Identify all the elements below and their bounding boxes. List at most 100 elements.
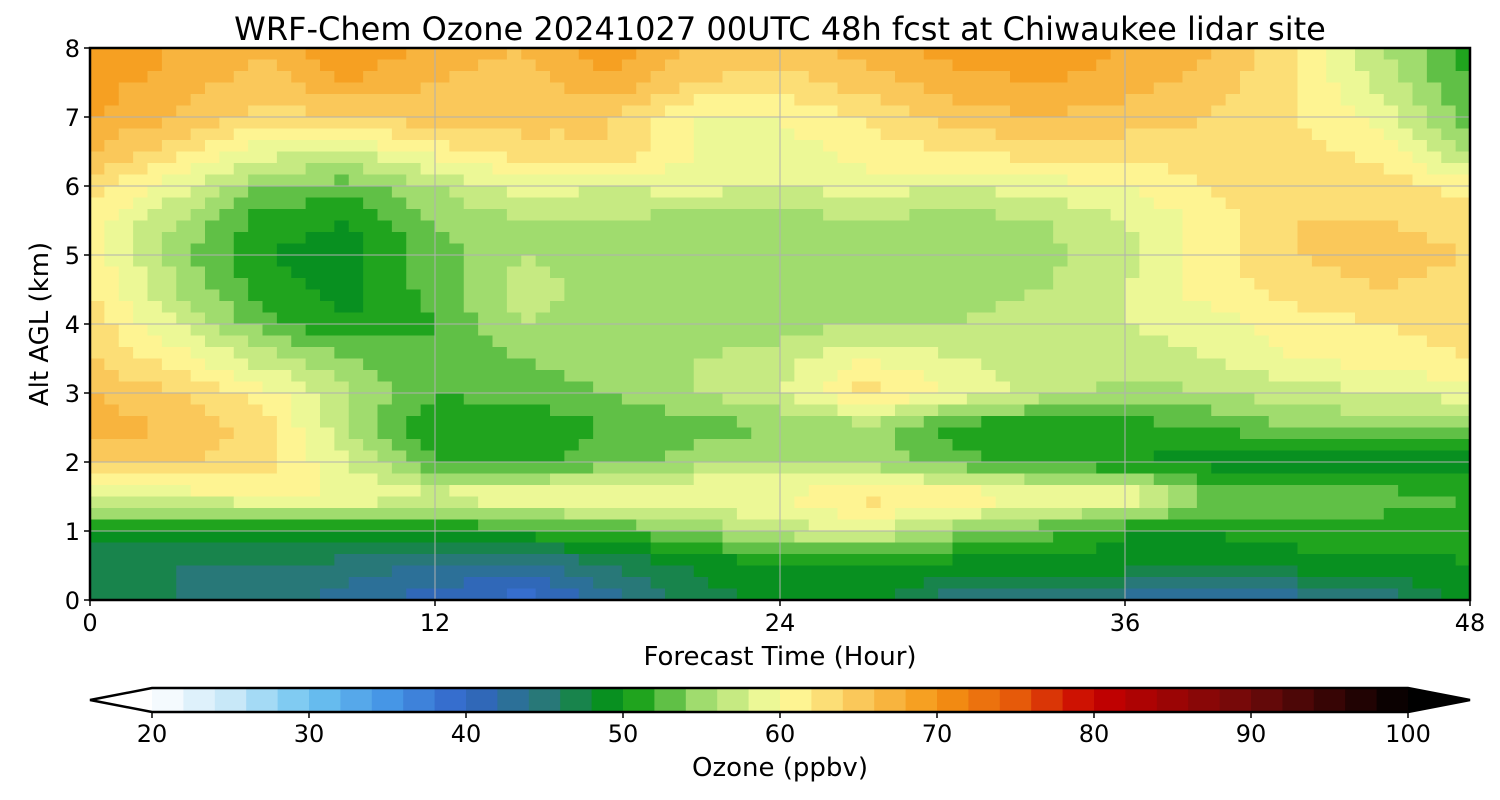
- heatmap-cell: [248, 197, 264, 210]
- heatmap-cell: [880, 71, 896, 84]
- heatmap-cell: [161, 462, 177, 475]
- heatmap-cell: [133, 140, 149, 153]
- heatmap-cell: [679, 427, 695, 440]
- heatmap-cell: [751, 370, 767, 383]
- heatmap-cell: [420, 209, 436, 222]
- heatmap-cell: [650, 289, 666, 302]
- heatmap-cell: [1053, 48, 1069, 61]
- heatmap-cell: [952, 301, 968, 314]
- heatmap-cell: [478, 312, 494, 325]
- heatmap-cell: [909, 71, 925, 84]
- heatmap-cell: [291, 266, 307, 279]
- heatmap-cell: [909, 381, 925, 394]
- heatmap-cell: [291, 450, 307, 463]
- heatmap-cell: [665, 312, 680, 325]
- heatmap-cell: [1110, 565, 1126, 578]
- heatmap-cell: [406, 117, 422, 130]
- heatmap-cell: [895, 117, 910, 130]
- heatmap-cell: [736, 82, 752, 95]
- heatmap-cell: [1311, 71, 1327, 84]
- heatmap-cell: [248, 151, 264, 164]
- heatmap-cell: [1067, 439, 1083, 452]
- heatmap-cell: [751, 531, 767, 544]
- heatmap-cell: [363, 266, 379, 279]
- heatmap-cell: [248, 128, 264, 141]
- heatmap-cell: [1455, 117, 1471, 130]
- heatmap-cell: [966, 542, 982, 555]
- heatmap-cell: [133, 163, 149, 176]
- heatmap-cell: [1283, 508, 1299, 521]
- heatmap-cell: [722, 232, 738, 245]
- heatmap-cell: [449, 48, 465, 61]
- heatmap-cell: [1412, 82, 1428, 95]
- heatmap-cell: [1153, 370, 1169, 383]
- heatmap-cell: [851, 531, 867, 544]
- heatmap-cell: [1096, 531, 1112, 544]
- heatmap-cell: [679, 255, 695, 268]
- heatmap-cell: [219, 71, 235, 84]
- heatmap-cell: [1182, 347, 1198, 360]
- heatmap-cell: [521, 197, 537, 210]
- x-tick-label: 48: [1455, 609, 1486, 637]
- heatmap-cell: [1211, 71, 1227, 84]
- heatmap-cell: [708, 289, 724, 302]
- heatmap-cell: [363, 289, 379, 302]
- heatmap-cell: [1311, 508, 1327, 521]
- heatmap-cell: [636, 140, 652, 153]
- heatmap-cell: [1110, 347, 1126, 360]
- heatmap-cell: [1024, 186, 1040, 199]
- heatmap-cell: [233, 381, 249, 394]
- heatmap-cell: [90, 439, 105, 452]
- heatmap-cell: [535, 531, 551, 544]
- heatmap-cell: [1110, 71, 1126, 84]
- heatmap-cell: [1412, 59, 1428, 72]
- heatmap-cell: [535, 542, 551, 555]
- heatmap-cell: [1110, 473, 1126, 486]
- heatmap-cell: [1455, 565, 1471, 578]
- heatmap-cell: [765, 82, 781, 95]
- heatmap-cell: [823, 301, 839, 314]
- heatmap-cell: [636, 301, 652, 314]
- heatmap-cell: [938, 174, 954, 187]
- heatmap-cell: [478, 324, 494, 337]
- heatmap-cell: [880, 197, 896, 210]
- heatmap-cell: [1240, 439, 1255, 452]
- heatmap-cell: [564, 105, 580, 118]
- heatmap-cell: [650, 508, 666, 521]
- heatmap-cell: [780, 531, 795, 544]
- heatmap-cell: [219, 186, 235, 199]
- heatmap-cell: [1311, 588, 1327, 601]
- heatmap-cell: [1053, 232, 1069, 245]
- heatmap-cell: [1383, 140, 1399, 153]
- heatmap-cell: [1053, 140, 1069, 153]
- heatmap-cell: [1053, 485, 1069, 498]
- heatmap-cell: [276, 209, 292, 222]
- heatmap-cell: [391, 197, 407, 210]
- heatmap-cell: [650, 577, 666, 590]
- heatmap-cell: [1311, 209, 1327, 222]
- heatmap-cell: [305, 82, 321, 95]
- heatmap-cell: [1369, 358, 1385, 371]
- heatmap-cell: [607, 174, 623, 187]
- heatmap-cell: [578, 404, 594, 417]
- heatmap-cell: [1355, 209, 1370, 222]
- heatmap-cell: [679, 542, 695, 555]
- heatmap-cell: [1398, 128, 1414, 141]
- heatmap-cell: [1010, 151, 1025, 164]
- heatmap-cell: [535, 59, 551, 72]
- heatmap-cell: [147, 531, 163, 544]
- heatmap-cell: [435, 462, 450, 475]
- heatmap-cell: [449, 427, 465, 440]
- heatmap-cell: [176, 485, 192, 498]
- heatmap-cell: [851, 335, 867, 348]
- heatmap-cell: [1182, 220, 1198, 233]
- heatmap-cell: [1240, 427, 1255, 440]
- heatmap-cell: [679, 186, 695, 199]
- heatmap-cell: [736, 416, 752, 429]
- heatmap-cell: [823, 462, 839, 475]
- heatmap-cell: [205, 48, 220, 61]
- heatmap-cell: [995, 519, 1011, 532]
- heatmap-cell: [435, 117, 450, 130]
- heatmap-cell: [1441, 174, 1457, 187]
- heatmap-cell: [923, 439, 939, 452]
